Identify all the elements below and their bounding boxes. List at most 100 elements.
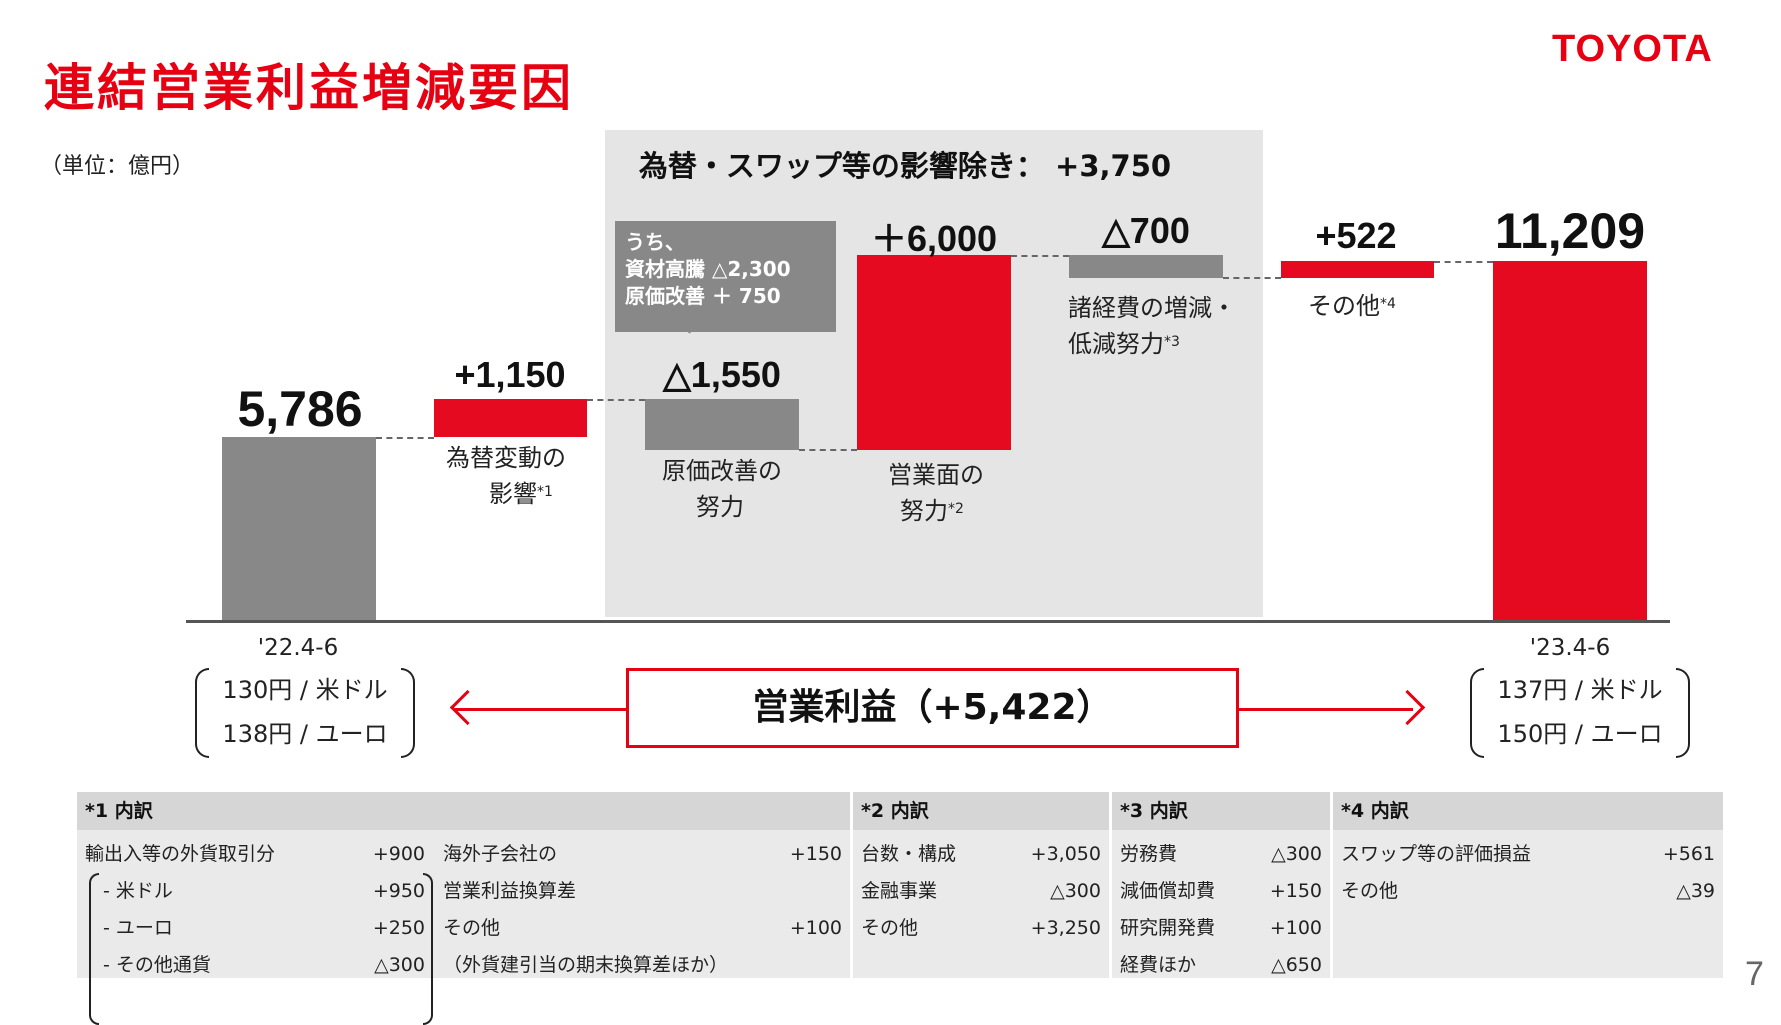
note-key: 営業利益換算差: [443, 880, 577, 902]
note-value: +3,050: [1030, 843, 1101, 865]
operating-profit-box: 営業利益（+5,422）: [626, 668, 1239, 748]
value-fx: +1,150: [454, 354, 566, 395]
label-line: 諸経費の増減・: [1068, 294, 1236, 322]
note-key: 海外子会社の: [443, 843, 558, 865]
label-line: その他: [1308, 292, 1380, 320]
note-key: その他: [443, 917, 501, 939]
callout-line: 原価改善 ＋ 750: [625, 284, 781, 308]
rate-usd: 130円 / 米ドル: [222, 676, 388, 704]
value-expenses: △700: [1102, 210, 1190, 251]
bracket-right: [401, 668, 415, 758]
callout-line: 資材高騰 △2,300: [625, 257, 791, 281]
note-1: *1 内訳 輸出入等の外貨取引分 +900 - 米ドル +950 - ユーロ +250…: [77, 792, 850, 1025]
bar-end: [1493, 261, 1647, 621]
note-key: 労務費: [1120, 843, 1178, 865]
note-value: △300: [374, 954, 425, 976]
note-value: △300: [1050, 880, 1101, 902]
note-row: スワップ等の評価損益 +561: [1341, 836, 1715, 873]
label-line: 営業面の: [888, 461, 984, 489]
note-key: その他: [861, 917, 919, 939]
footnote-ref: *3: [1164, 334, 1180, 350]
note-value: +100: [789, 917, 842, 939]
note-row: 海外子会社の +150: [443, 836, 842, 873]
note-value: △300: [1271, 843, 1322, 865]
note-key: （外貨建引当の期末換算差ほか）: [443, 954, 729, 976]
footnote-ref: *1: [537, 484, 553, 500]
footnote-ref: *4: [1380, 296, 1396, 312]
footnotes: *1 内訳 輸出入等の外貨取引分 +900 - 米ドル +950 - ユーロ +250…: [77, 792, 1723, 1025]
note-key: - その他通貨: [103, 954, 211, 976]
note-key: - ユーロ: [103, 917, 173, 939]
arrow-right-icon: [1389, 689, 1426, 726]
value-cost-reduction: △1,550: [663, 354, 781, 395]
bar-fx: [434, 399, 587, 437]
connector: [376, 437, 434, 439]
note-row: 経費ほか △650: [1120, 947, 1322, 984]
note-row: 輸出入等の外貨取引分 +900: [85, 836, 425, 873]
note-row: 営業利益換算差: [443, 873, 842, 910]
note-header: *2 内訳: [853, 792, 1109, 830]
note-4: *4 内訳 スワップ等の評価損益 +561 その他 △39: [1333, 792, 1723, 978]
note-row: 減価償却費 +150: [1120, 873, 1322, 910]
cost-breakdown-callout: うち、 資材高騰 △2,300 原価改善 ＋ 750: [615, 221, 836, 332]
note-2: *2 内訳 台数・構成 +3,050 金融事業 △300 その他 +3,250: [853, 792, 1109, 978]
value-other: +522: [1315, 215, 1397, 256]
rates-start: 130円 / 米ドル 138円 / ユーロ: [195, 668, 415, 758]
connector: [1223, 277, 1281, 279]
value-start: 5,786: [237, 381, 363, 437]
note-key: - 米ドル: [103, 880, 173, 902]
page-title: 連結営業利益増減要因: [44, 59, 574, 117]
arrow-left-icon: [449, 689, 486, 726]
note-key: 減価償却費: [1120, 880, 1216, 902]
bar-other: [1281, 261, 1434, 278]
excl-fx-panel-title: 為替・スワップ等の影響除き： +3,750: [638, 149, 1172, 183]
bar-start: [222, 437, 376, 621]
rates-end: 137円 / 米ドル 150円 / ユーロ: [1470, 668, 1690, 758]
note-row: その他 +100: [443, 910, 842, 947]
note-row: 台数・構成 +3,050: [861, 836, 1101, 873]
page-number: 7: [1745, 955, 1764, 993]
note-value: +900: [372, 843, 425, 865]
note-key: 輸出入等の外貨取引分: [85, 843, 276, 865]
note-value: +3,250: [1030, 917, 1101, 939]
note-row: - ユーロ +250: [85, 910, 425, 947]
note-row: その他 +3,250: [861, 910, 1101, 947]
footnote-ref: *2: [948, 501, 964, 517]
toyota-logo: TOYOTA: [1552, 28, 1713, 70]
label-line: 為替変動の: [446, 444, 566, 472]
note-key: 金融事業: [861, 880, 938, 902]
bracket-left: [89, 873, 99, 1025]
rate-eur: 138円 / ユーロ: [222, 720, 388, 748]
bar-marketing: [857, 255, 1011, 450]
connector: [587, 399, 645, 401]
note-value: △650: [1271, 954, 1322, 976]
note-value: △39: [1676, 880, 1715, 902]
label-expenses: 諸経費の増減・ 低減努力*3: [1068, 290, 1236, 362]
bar-expenses: [1069, 255, 1223, 278]
connector: [1011, 255, 1069, 257]
unit-label: （単位：億円）: [40, 154, 195, 179]
bracket-left: [1470, 668, 1484, 758]
label-line: 低減努力: [1068, 330, 1164, 358]
label-other: その他*4: [1308, 288, 1396, 324]
note-row: （外貨建引当の期末換算差ほか）: [443, 947, 842, 984]
note-value: +100: [1269, 917, 1322, 939]
rate-eur: 150円 / ユーロ: [1497, 720, 1663, 748]
note-value: +250: [372, 917, 425, 939]
period-start: '22.4-6: [257, 635, 339, 661]
value-marketing: ＋6,000: [870, 218, 998, 259]
callout-line: うち、: [625, 230, 685, 254]
note-value: +561: [1662, 843, 1715, 865]
note-key: 研究開発費: [1120, 917, 1216, 939]
note-value: +150: [789, 843, 842, 865]
note-row: その他 △39: [1341, 873, 1715, 910]
note-key: 台数・構成: [861, 843, 957, 865]
value-end: 11,209: [1494, 203, 1646, 259]
note-header: *4 内訳: [1333, 792, 1723, 830]
note-row: - 米ドル +950: [85, 873, 425, 910]
label-line: 努力: [696, 493, 744, 521]
note-value: +950: [372, 880, 425, 902]
connector: [1434, 261, 1493, 263]
bracket-left: [195, 668, 209, 758]
note-key: その他: [1341, 880, 1399, 902]
